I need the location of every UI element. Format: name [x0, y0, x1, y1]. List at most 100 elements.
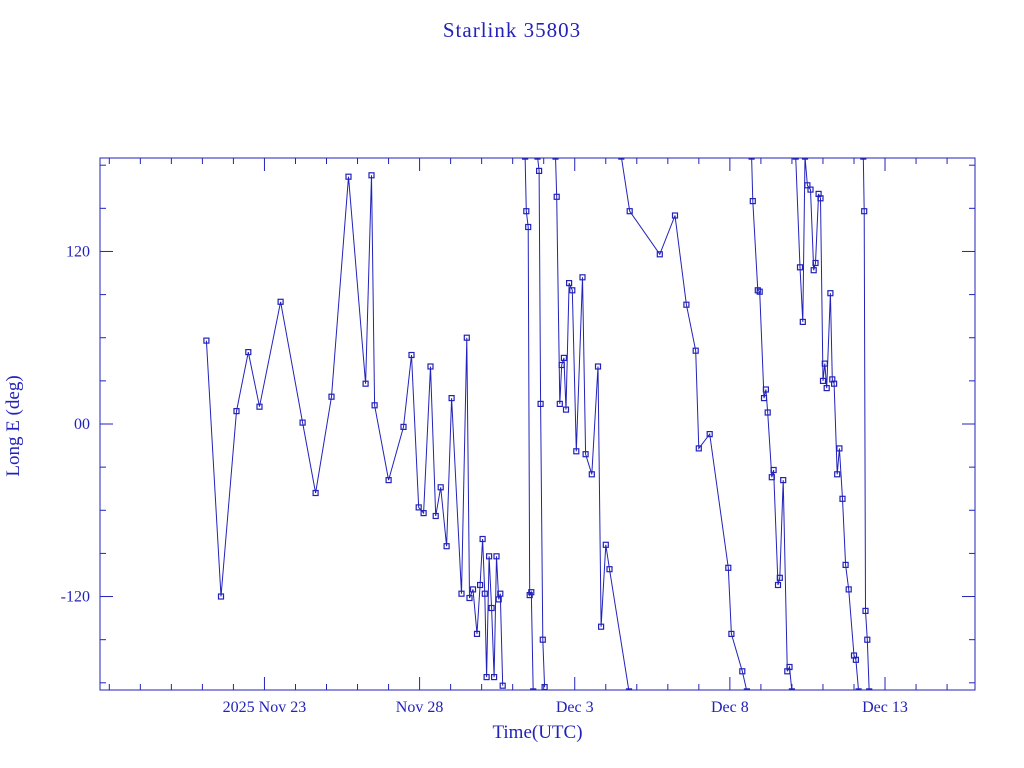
data-point-marker [299, 419, 306, 426]
data-point-marker [768, 474, 775, 481]
y-tick-label: 00 [74, 416, 90, 433]
data-point-marker [582, 451, 589, 458]
data-point-marker [762, 386, 770, 393]
data-point-marker [764, 409, 771, 416]
data-line [537, 158, 546, 688]
data-point-marker [770, 466, 777, 474]
data-series [203, 158, 873, 690]
data-point-marker [493, 553, 500, 560]
data-point-marker [706, 431, 713, 438]
data-point-marker [573, 448, 580, 455]
data-point-marker [760, 395, 768, 402]
x-axis-label: Time(UTC) [492, 722, 583, 743]
data-line [621, 158, 748, 690]
data-point-marker [839, 495, 846, 502]
data-point-marker [537, 400, 544, 407]
data-point-marker [483, 673, 490, 681]
data-point-marker [801, 158, 809, 160]
data-line [205, 175, 504, 686]
data-point-marker [523, 208, 530, 215]
x-tick-label: Dec 8 [711, 699, 749, 716]
data-point-marker [427, 363, 434, 370]
data-point-marker [385, 477, 392, 484]
data-point-marker [594, 363, 602, 370]
data-point-marker [479, 535, 486, 543]
data-point-marker [495, 596, 502, 603]
data-point-marker [618, 158, 625, 160]
data-point-marker [827, 290, 834, 297]
data-point-marker [786, 663, 793, 671]
data-point-marker [499, 682, 506, 689]
data-point-marker [562, 406, 570, 413]
data-line [524, 158, 534, 690]
data-point-marker [836, 445, 843, 452]
data-point-marker [606, 566, 613, 573]
data-point-marker [486, 553, 493, 560]
data-point-marker [443, 543, 450, 550]
data-point-marker [481, 590, 488, 597]
data-point-marker [569, 287, 576, 294]
data-point-marker [448, 395, 455, 402]
data-point-marker [408, 351, 415, 359]
data-point-marker [534, 158, 541, 160]
data-point-marker [728, 630, 735, 638]
data-point-marker [776, 574, 783, 581]
data-point-marker [743, 688, 751, 690]
data-point-marker [830, 380, 838, 387]
data-point-marker [864, 636, 871, 643]
data-line [751, 158, 793, 690]
data-point-marker [792, 158, 799, 160]
data-point-marker [807, 186, 814, 193]
data-point-marker [256, 403, 263, 410]
data-point-marker [862, 607, 869, 615]
data-point-marker [277, 298, 284, 305]
data-point-marker [528, 589, 535, 596]
data-point-marker [819, 377, 827, 384]
data-point-marker [656, 251, 663, 258]
data-point-marker [695, 445, 702, 452]
data-point-marker [834, 471, 841, 478]
data-point-marker [829, 376, 836, 383]
data-point-marker [535, 167, 543, 174]
data-point-marker [565, 280, 573, 287]
data-point-marker [491, 673, 498, 681]
data-point-marker [217, 593, 225, 600]
x-tick-label: Dec 13 [862, 699, 908, 716]
data-point-marker [855, 688, 862, 690]
data-point-marker [588, 471, 595, 478]
data-point-marker [558, 361, 565, 369]
data-point-marker [823, 385, 830, 392]
data-point-marker [579, 274, 586, 281]
x-tick-label: Dec 3 [556, 699, 594, 716]
data-point-marker [233, 408, 240, 415]
data-point-marker [530, 688, 537, 690]
data-point-marker [866, 688, 873, 690]
data-point-marker [748, 158, 755, 160]
data-point-marker [539, 636, 546, 643]
y-axis-label: Long E (deg) [3, 375, 24, 477]
data-point-marker [725, 564, 732, 571]
data-point-marker [552, 158, 559, 160]
data-point-marker [437, 484, 444, 491]
chart-title: Starlink 35803 [442, 18, 582, 42]
data-point-marker [749, 198, 756, 205]
data-point-marker [625, 688, 633, 690]
plot-frame [99, 157, 976, 691]
data-point-marker [458, 590, 465, 597]
data-point-marker [432, 512, 439, 520]
data-point-marker [345, 173, 352, 180]
data-point-marker [817, 195, 824, 202]
data-point-marker [683, 301, 690, 308]
data-point-marker [812, 259, 819, 267]
data-point-marker [671, 212, 679, 219]
y-tick-label: -120 [61, 589, 90, 606]
data-point-marker [362, 380, 369, 387]
data-line [862, 158, 870, 690]
data-point-marker [469, 586, 477, 593]
data-point-marker [810, 267, 817, 274]
data-point-marker [400, 423, 407, 430]
data-point-marker [466, 594, 473, 602]
data-point-marker [473, 630, 481, 638]
